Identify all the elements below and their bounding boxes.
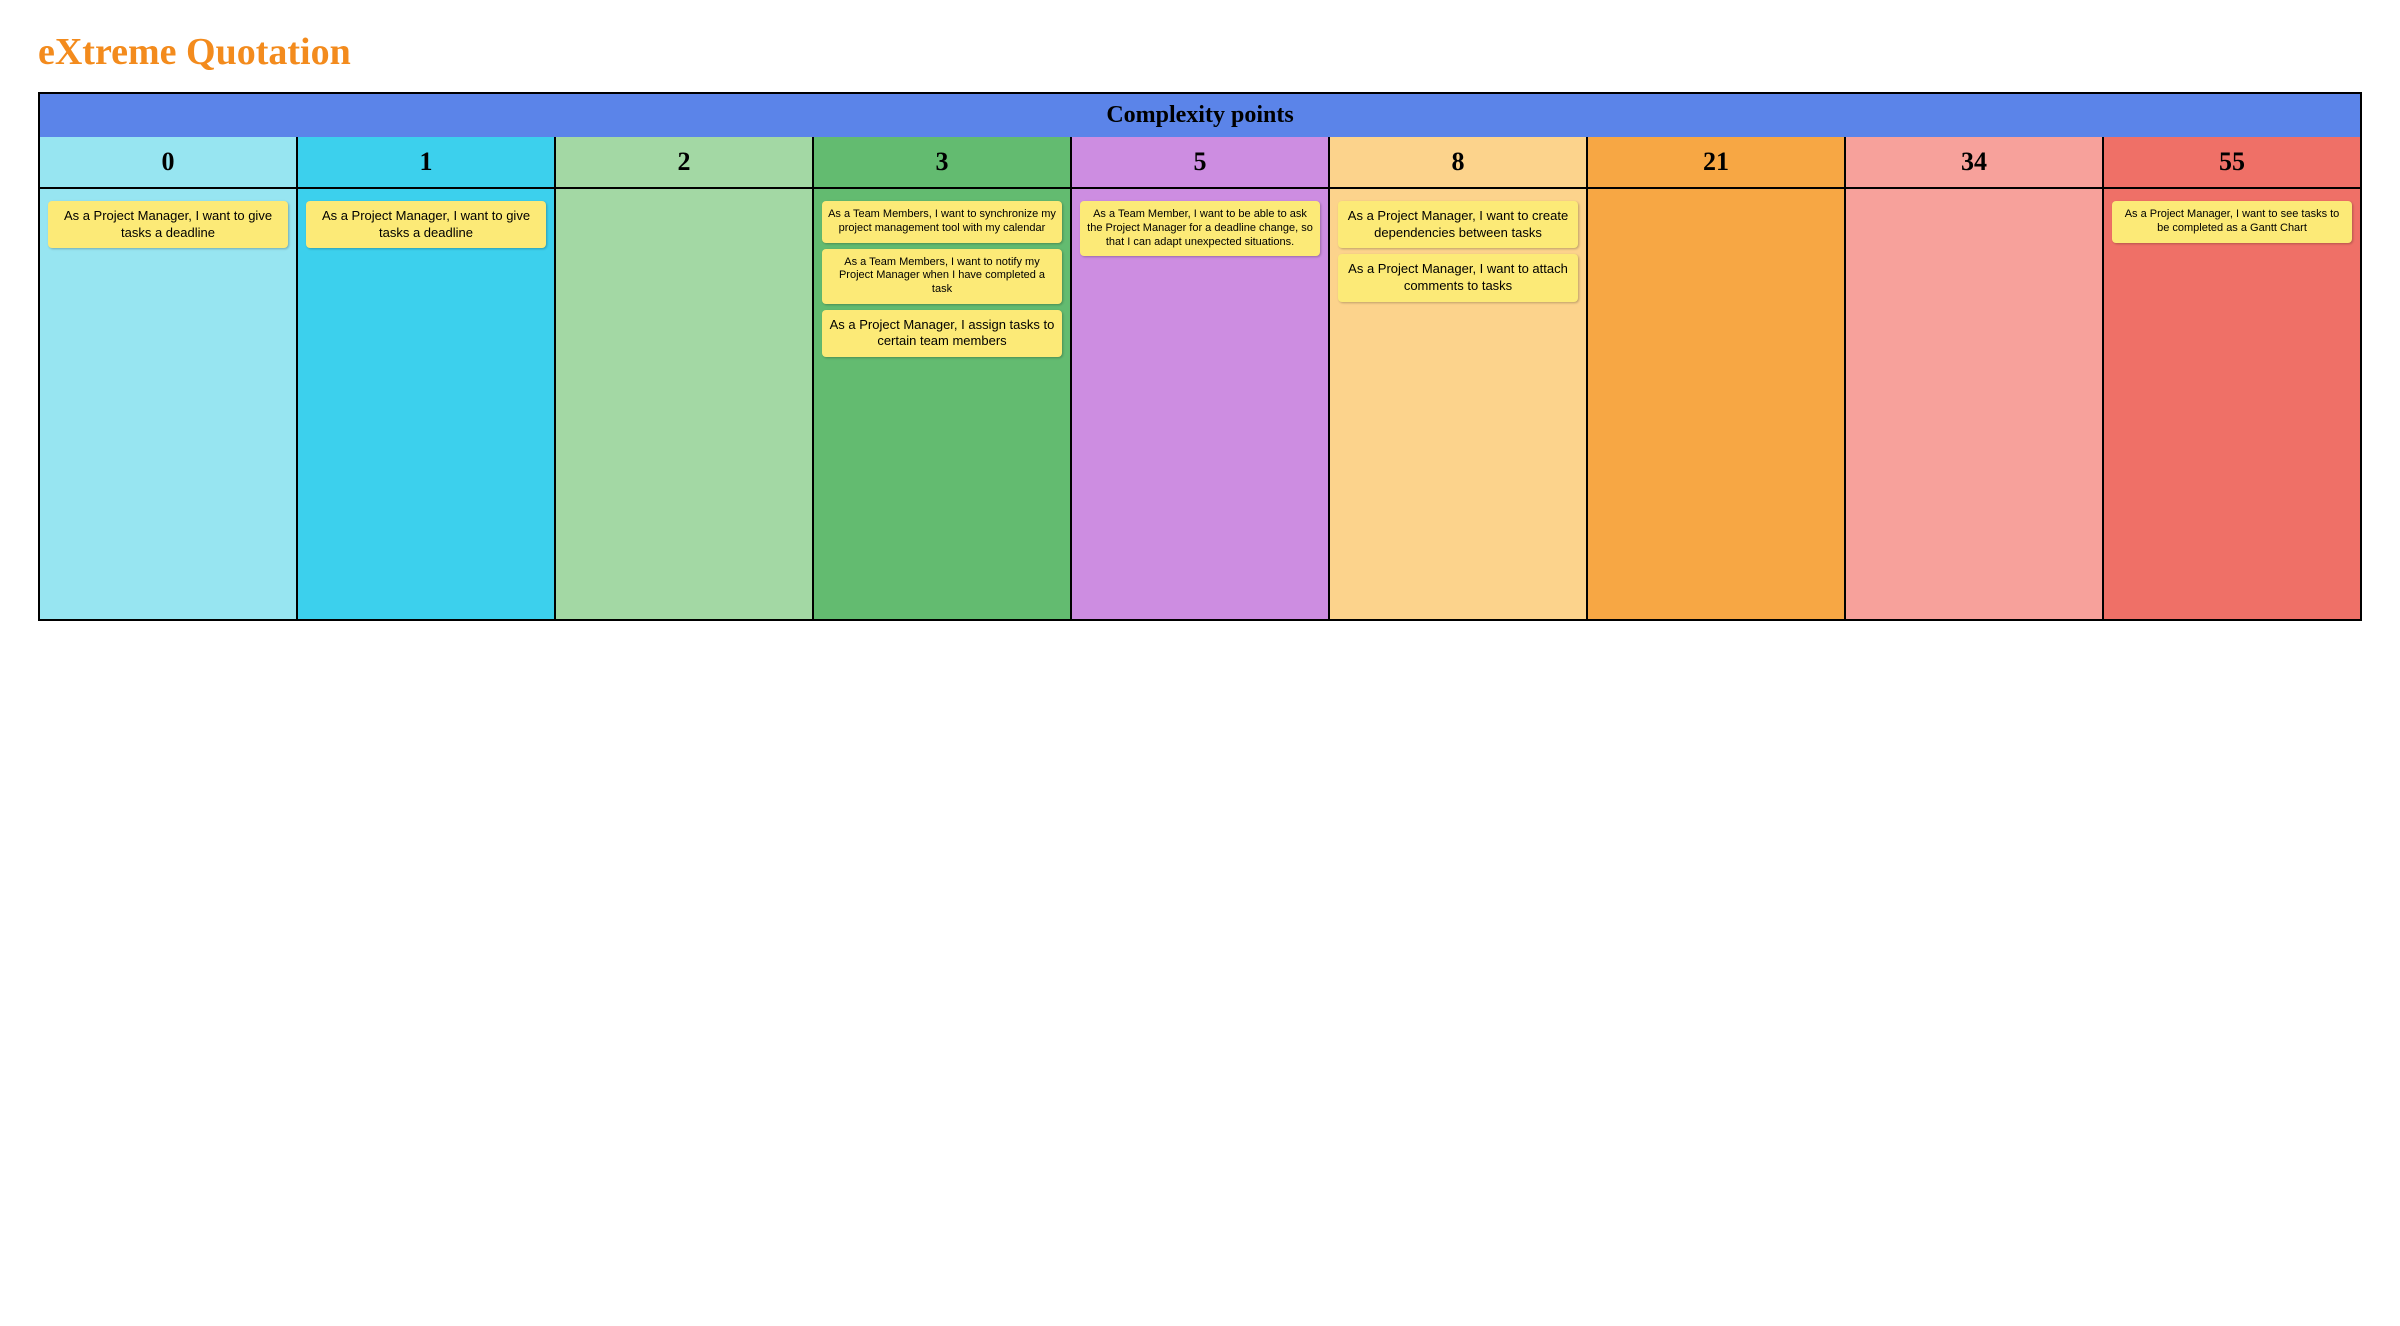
column-body-8[interactable]: As a Project Manager, I want to create d…: [1328, 189, 1586, 619]
board-header: Complexity points: [40, 94, 2360, 137]
column-body-5[interactable]: As a Team Member, I want to be able to a…: [1070, 189, 1328, 619]
story-card[interactable]: As a Team Member, I want to be able to a…: [1080, 201, 1320, 256]
columns-header: 012358213455: [40, 137, 2360, 187]
column-body-2[interactable]: [554, 189, 812, 619]
column-body-1[interactable]: As a Project Manager, I want to give tas…: [296, 189, 554, 619]
column-body-3[interactable]: As a Team Members, I want to synchronize…: [812, 189, 1070, 619]
column-header-5: 5: [1070, 137, 1328, 187]
columns-body: As a Project Manager, I want to give tas…: [40, 187, 2360, 619]
column-body-21[interactable]: [1586, 189, 1844, 619]
story-card[interactable]: As a Project Manager, I want to give tas…: [48, 201, 288, 248]
column-header-2: 2: [554, 137, 812, 187]
column-header-55: 55: [2102, 137, 2360, 187]
column-header-34: 34: [1844, 137, 2102, 187]
column-body-55[interactable]: As a Project Manager, I want to see task…: [2102, 189, 2360, 619]
story-card[interactable]: As a Team Members, I want to notify my P…: [822, 249, 1062, 304]
story-card[interactable]: As a Project Manager, I want to see task…: [2112, 201, 2352, 243]
story-card[interactable]: As a Team Members, I want to synchronize…: [822, 201, 1062, 243]
column-body-0[interactable]: As a Project Manager, I want to give tas…: [40, 189, 296, 619]
column-body-34[interactable]: [1844, 189, 2102, 619]
column-header-8: 8: [1328, 137, 1586, 187]
estimation-board: Complexity points 012358213455 As a Proj…: [38, 92, 2362, 621]
column-header-0: 0: [40, 137, 296, 187]
column-header-1: 1: [296, 137, 554, 187]
column-header-21: 21: [1586, 137, 1844, 187]
story-card[interactable]: As a Project Manager, I want to attach c…: [1338, 254, 1578, 301]
story-card[interactable]: As a Project Manager, I want to create d…: [1338, 201, 1578, 248]
story-card[interactable]: As a Project Manager, I assign tasks to …: [822, 310, 1062, 357]
page-title: eXtreme Quotation: [38, 30, 2362, 74]
story-card[interactable]: As a Project Manager, I want to give tas…: [306, 201, 546, 248]
column-header-3: 3: [812, 137, 1070, 187]
